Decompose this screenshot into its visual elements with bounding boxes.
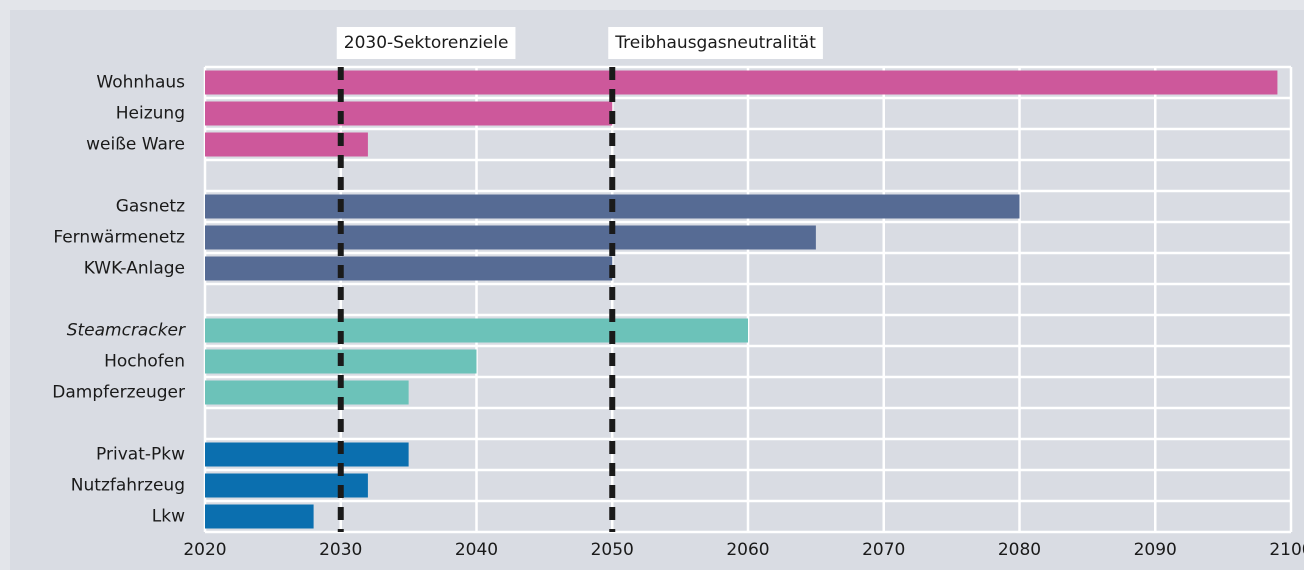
annotation-label: Treibhausgasneutralität: [614, 33, 816, 53]
y-tick-label: Dampferzeuger: [52, 383, 185, 403]
y-tick-label: Fernwärmenetz: [53, 228, 185, 248]
annotation-box: [336, 27, 516, 59]
y-tick-label: Hochofen: [104, 352, 185, 372]
x-tick-label: 2060: [726, 540, 769, 560]
x-tick-label: 2020: [183, 540, 226, 560]
y-tick-label: Heizung: [116, 104, 185, 124]
y-tick-label: Wohnhaus: [96, 73, 185, 93]
bar: [205, 70, 1278, 95]
x-tick-label: 2030: [319, 540, 362, 560]
x-tick-label: 2100: [1269, 540, 1304, 560]
bar: [205, 318, 748, 343]
bar: [205, 504, 314, 529]
x-tick-label: 2050: [591, 540, 634, 560]
y-tick-label: weiße Ware: [86, 135, 185, 155]
bar: [205, 442, 409, 467]
x-tick-label: 2080: [998, 540, 1041, 560]
y-tick-label: Privat-Pkw: [96, 445, 185, 465]
y-tick-label: Nutzfahrzeug: [71, 476, 185, 496]
y-tick-label: Lkw: [152, 507, 185, 527]
y-tick-label: KWK-Anlage: [84, 259, 185, 279]
x-tick-label: 2040: [455, 540, 498, 560]
y-tick-label: Gasnetz: [116, 197, 185, 217]
x-tick-label: 2070: [862, 540, 905, 560]
y-tick-label: Steamcracker: [67, 321, 186, 341]
bar: [205, 225, 816, 250]
bar: [205, 256, 613, 281]
bar: [205, 380, 409, 405]
annotation-label: 2030-Sektorenziele: [344, 33, 509, 53]
annotation-box: [608, 27, 823, 59]
bar: [205, 101, 613, 126]
x-tick-label: 2090: [1134, 540, 1177, 560]
